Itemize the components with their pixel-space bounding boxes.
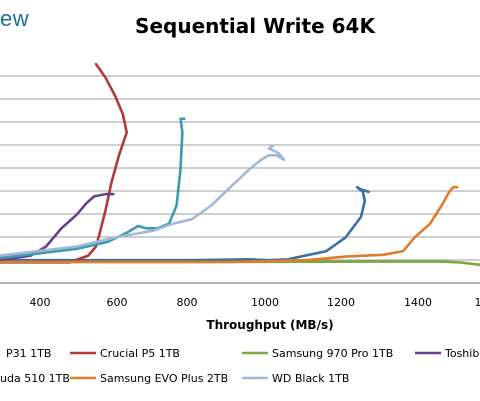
legend-label: WD Black 1TB: [272, 372, 349, 385]
x-axis-label: Throughput (MB/s): [206, 318, 334, 332]
x-tick-label: 1400: [404, 296, 432, 309]
x-tick-label: 800: [177, 296, 198, 309]
legend-label: Toshiba: [444, 347, 480, 360]
series-line-7: [0, 144, 286, 257]
legend-label: Samsung EVO Plus 2TB: [100, 372, 228, 385]
logo-text: ew: [0, 6, 30, 31]
series-line-2: [0, 62, 128, 264]
chart-title: Sequential Write 64K: [135, 14, 375, 38]
x-tick-label: 1000: [251, 296, 279, 309]
legend-label: Samsung 970 Pro 1TB: [272, 347, 393, 360]
x-tick-label: 1200: [327, 296, 355, 309]
legend-label: uda 510 1TB: [0, 372, 70, 385]
series-line-5: [0, 117, 186, 260]
x-tick-label: 1: [475, 296, 480, 309]
x-tick-label: 600: [107, 296, 128, 309]
x-tick-label: 400: [30, 296, 51, 309]
series-line-6: [0, 185, 459, 264]
legend-label: P31 1TB: [6, 347, 51, 360]
legend-label: Crucial P5 1TB: [100, 347, 180, 360]
series-line-1: [0, 185, 370, 262]
